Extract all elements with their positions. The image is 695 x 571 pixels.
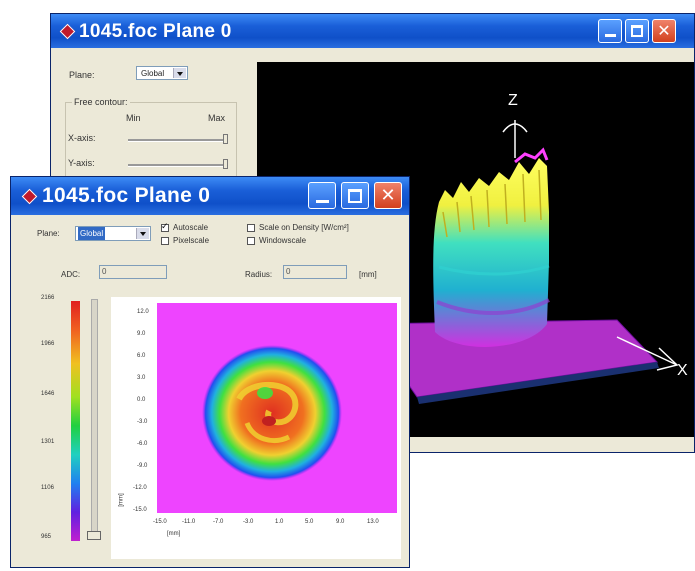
pixelscale-checkbox[interactable] <box>161 237 169 245</box>
windowscale-label: Windowscale <box>259 236 307 245</box>
close-icon: ✕ <box>380 185 396 206</box>
autoscale-label: Autoscale <box>173 223 209 232</box>
autoscale-checkbox[interactable] <box>161 221 169 232</box>
app-icon <box>21 188 38 205</box>
y-axis-label: Y-axis: <box>68 158 95 168</box>
plane-select[interactable]: Global <box>136 66 188 80</box>
front-window-title: 1045.foc Plane 0 <box>42 184 211 207</box>
minimize-icon <box>315 199 329 203</box>
x-axis-label: X-axis: <box>68 133 96 143</box>
y-axis-tick: -12.0 <box>133 485 147 491</box>
colorbar-tick: 1301 <box>41 439 55 445</box>
adc-field[interactable]: 0 <box>99 265 167 279</box>
x-axis-tick: 5.0 <box>305 519 314 525</box>
beam-profile-2d <box>157 303 397 513</box>
front-window: 1045.foc Plane 0 ✕ Plane: Global Autosca… <box>10 176 410 568</box>
plane-label: Plane: <box>37 229 60 238</box>
x-axis-3d-label: X <box>677 362 688 379</box>
y-axis-slider-thumb[interactable] <box>223 159 228 169</box>
maximize-button[interactable] <box>341 182 369 209</box>
z-axis-label: Z <box>508 92 518 109</box>
radius-label: Radius: <box>245 270 273 279</box>
y-axis-tick: 0.0 <box>137 397 146 403</box>
scale-density-checkbox[interactable] <box>247 224 255 232</box>
x-axis-tick: -3.0 <box>243 519 254 525</box>
maximize-icon <box>630 24 644 38</box>
plane-label: Plane: <box>69 70 95 80</box>
contour-group-label: Free contour: <box>72 97 130 107</box>
plane-select-value: Global <box>78 227 106 240</box>
back-window-titlebar[interactable]: 1045.foc Plane 0 ✕ <box>51 14 694 48</box>
y-axis-unit: [mm] <box>118 493 125 507</box>
x-axis-tick: 9.0 <box>336 519 345 525</box>
adc-label: ADC: <box>61 270 81 279</box>
plot-2d-panel: 12.0 9.0 6.0 3.0 0.0 -3.0 -6.0 -9.0 -12.… <box>111 297 401 559</box>
minimize-button[interactable] <box>308 182 336 209</box>
close-button[interactable]: ✕ <box>374 182 402 209</box>
y-axis-tick: 9.0 <box>137 331 146 337</box>
minimize-icon <box>604 34 616 38</box>
color-scale-bar <box>71 301 80 541</box>
contour-group: Free contour: Min Max X-axis: Y-axis: <box>65 97 237 184</box>
x-axis-unit: [mm] <box>167 531 181 537</box>
pixelscale-label: Pixelscale <box>173 236 210 245</box>
y-axis-tick: 12.0 <box>137 309 149 315</box>
beam-profile-2d-svg <box>202 345 342 481</box>
y-axis-tick: -9.0 <box>137 463 148 469</box>
minimize-button[interactable] <box>598 19 622 43</box>
close-button[interactable]: ✕ <box>652 19 676 43</box>
x-axis-tick: 13.0 <box>367 519 379 525</box>
plane-select[interactable]: Global <box>75 226 151 241</box>
y-axis-tick: 3.0 <box>137 375 146 381</box>
plane-select-value: Global <box>141 69 165 78</box>
y-axis-tick: -6.0 <box>137 441 148 447</box>
y-axis-tick: -3.0 <box>137 419 148 425</box>
radius-unit: [mm] <box>359 270 377 279</box>
color-scale-slider-thumb[interactable] <box>87 531 101 540</box>
radius-field[interactable]: 0 <box>283 265 347 279</box>
beam-profile-3d <box>366 120 679 404</box>
colorbar-tick: 1966 <box>41 341 55 347</box>
x-axis-tick: -7.0 <box>213 519 224 525</box>
app-icon <box>59 23 76 40</box>
max-label: Max <box>208 113 226 123</box>
x-axis-tick: 1.0 <box>275 519 284 525</box>
x-axis-tick: -15.0 <box>153 519 167 525</box>
y-axis-slider[interactable] <box>128 164 226 167</box>
windowscale-checkbox[interactable] <box>247 237 255 245</box>
colorbar-tick: 965 <box>41 534 52 540</box>
colorbar-tick: 1646 <box>41 391 55 397</box>
x-axis-slider-thumb[interactable] <box>223 134 228 144</box>
scale-density-label: Scale on Density [W/cm²] <box>259 223 349 232</box>
chevron-down-icon <box>173 68 186 78</box>
color-scale-slider[interactable] <box>91 299 98 537</box>
chevron-down-icon <box>136 228 149 239</box>
close-icon: ✕ <box>657 21 671 40</box>
maximize-button[interactable] <box>625 19 649 43</box>
colorbar-tick: 2166 <box>41 295 55 301</box>
colorbar-tick: 1106 <box>41 485 54 491</box>
y-axis-tick: -15.0 <box>133 507 147 513</box>
back-window-title: 1045.foc Plane 0 <box>79 21 232 42</box>
front-window-titlebar[interactable]: 1045.foc Plane 0 ✕ <box>11 177 409 215</box>
x-axis-tick: -11.0 <box>182 519 196 525</box>
y-axis-tick: 6.0 <box>137 353 146 359</box>
min-label: Min <box>126 113 141 123</box>
maximize-icon <box>347 188 363 203</box>
x-axis-slider[interactable] <box>128 139 226 142</box>
